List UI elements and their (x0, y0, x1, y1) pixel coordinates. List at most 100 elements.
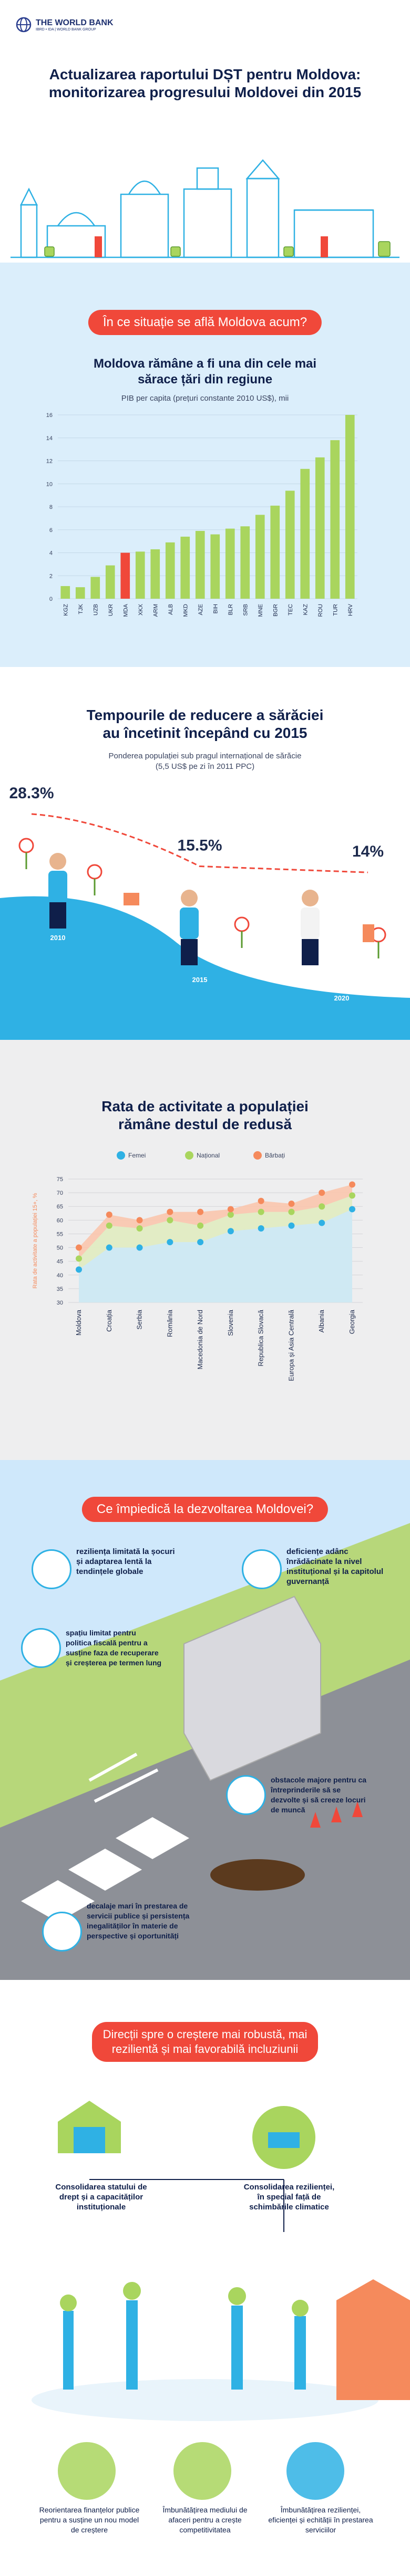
x-tick-label: Albania (317, 1309, 325, 1332)
point-femei (319, 1219, 325, 1226)
y-tick-label: 8 (49, 504, 53, 510)
y-tick-label: 0 (49, 596, 53, 602)
bar-bgr (270, 505, 280, 599)
point-bărbați (288, 1201, 295, 1207)
point-bărbați (76, 1244, 82, 1251)
finance-icon (58, 2442, 116, 2500)
point-femei (106, 1244, 112, 1251)
gdp-chart-title: Moldova rămâne a fi una din cele mai săr… (93, 357, 317, 387)
point-național (106, 1222, 112, 1229)
coin-icon (234, 916, 250, 932)
bar-aze (195, 530, 205, 599)
hill-shape (0, 896, 410, 1040)
obstacles-pill: Ce împiedică la dezvoltarea Moldovei? (81, 1497, 329, 1522)
world-bank-logo[interactable]: THE WORLD BANK IBRD • IDA | WORLD BANK G… (16, 17, 114, 33)
point-femei (197, 1239, 204, 1246)
x-tick-label: Macedonia de Nord (196, 1310, 204, 1369)
bar-mne (255, 515, 265, 599)
x-tick-label: MNE (258, 604, 264, 617)
bar-xkx (135, 551, 145, 599)
bar-tjk (75, 587, 85, 599)
legend-label: Bărbați (265, 1152, 285, 1159)
bag-icon (363, 924, 374, 942)
bar-bih (210, 534, 220, 599)
area-femei (79, 1209, 352, 1302)
bar-kaz (300, 468, 310, 599)
gdp-chart-subtitle: PIB per capita (prețuri constante 2010 U… (121, 394, 289, 403)
point-național (167, 1217, 173, 1224)
activity-section: Rata de activitate a populației rămâne d… (0, 1040, 410, 1460)
point-național (136, 1225, 143, 1232)
x-tick-label: AZE (198, 604, 204, 615)
x-tick-label: HRV (347, 603, 354, 616)
x-tick-label: Croația (105, 1309, 113, 1332)
gdp-bar-chart: 0 2 4 6 8 10 12 14 16 KGZ TJK UZB UKR MDA XKX ARM ALB MKD… (46, 412, 357, 617)
bar-tur (330, 440, 340, 599)
directions-section: Direcții spre o creștere mai robustă, ma… (0, 1980, 410, 2576)
poverty-value-label: 14% (352, 843, 384, 860)
poverty-year-label: 2010 (50, 934, 66, 942)
bar-uzb (90, 577, 100, 599)
x-tick-label: Europa și Asia Centrală (287, 1309, 295, 1381)
directions-pill-text: Direcții spre o creștere mai robustă, ma… (102, 2028, 308, 2056)
point-femei (288, 1222, 295, 1229)
header-section: THE WORLD BANK IBRD • IDA | WORLD BANK G… (0, 0, 410, 263)
brand-tagline: IBRD • IDA | WORLD BANK GROUP (36, 27, 96, 32)
poverty-value-label: 28.3% (9, 785, 54, 802)
legend-marker (253, 1151, 262, 1160)
person-body (301, 908, 320, 939)
x-tick-label: Serbia (136, 1309, 144, 1329)
poverty-year-label: 2015 (192, 976, 208, 984)
bar-alb (165, 542, 175, 599)
person-head (302, 890, 319, 906)
y-tick-label: 50 (57, 1245, 63, 1252)
obstacle-item-4: obstacole majore pentru ca întreprinderi… (271, 1776, 367, 1814)
y-tick-label: 16 (46, 412, 53, 419)
obstacles-section: Ce împiedică la dezvoltarea Moldovei? re… (0, 1460, 410, 1980)
person-legs (49, 902, 66, 929)
legend-marker (117, 1151, 125, 1160)
x-tick-label: BLR (228, 604, 234, 615)
x-tick-label: Moldova (75, 1309, 83, 1336)
hands-coins-icon (21, 1628, 61, 1668)
poverty-chart-subtitle: Ponderea populației sub pragul internați… (108, 752, 302, 771)
gavel-icon (242, 1549, 282, 1589)
x-tick-label: BIH (212, 604, 219, 613)
x-tick-label: XKX (138, 603, 144, 616)
direction-bottom-2: Îmbunătățirea mediului de afaceri pentru… (162, 2506, 248, 2534)
x-tick-label: UKR (108, 604, 114, 616)
direction-bottom-3: Îmbunătățirea rezilienței, eficienței și… (268, 2506, 373, 2534)
point-bărbați (106, 1211, 112, 1218)
point-bărbați (227, 1206, 234, 1213)
point-femei (258, 1225, 264, 1232)
legend-label: Femei (128, 1152, 146, 1159)
y-tick-label: 6 (49, 527, 53, 534)
people-icon (42, 1912, 82, 1952)
obstacles-illustration (0, 1523, 410, 1980)
x-tick-label: TUR (332, 604, 339, 616)
person-head (181, 890, 198, 906)
poverty-line-chart: 28.3% 15.5% 14% 2010 2015 2020 (0, 785, 410, 1040)
bar-mkd (180, 536, 190, 599)
gears-icon (32, 1549, 71, 1589)
y-tick-label: 30 (57, 1300, 63, 1306)
point-național (258, 1208, 264, 1215)
situation-pill: În ce situație se află Moldova acum? (88, 310, 322, 335)
y-tick-label: 2 (49, 573, 53, 579)
x-tick-label: Slovenia (227, 1309, 234, 1336)
x-tick-label: ALB (168, 604, 174, 615)
person-legs (181, 939, 198, 965)
y-tick-label: 12 (46, 458, 53, 465)
point-național (76, 1255, 82, 1262)
point-bărbați (258, 1197, 264, 1204)
point-bărbați (136, 1217, 143, 1224)
world-bank-globe-icon (16, 17, 32, 33)
point-bărbați (319, 1190, 325, 1196)
y-tick-label: 45 (57, 1259, 63, 1265)
x-tick-label: MKD (182, 604, 189, 617)
y-tick-label: 35 (57, 1286, 63, 1292)
point-național (197, 1222, 204, 1229)
x-tick-label: Republica Slovacă (257, 1309, 265, 1366)
bar-ukr (105, 565, 115, 599)
x-tick-label: SRB (242, 604, 249, 616)
